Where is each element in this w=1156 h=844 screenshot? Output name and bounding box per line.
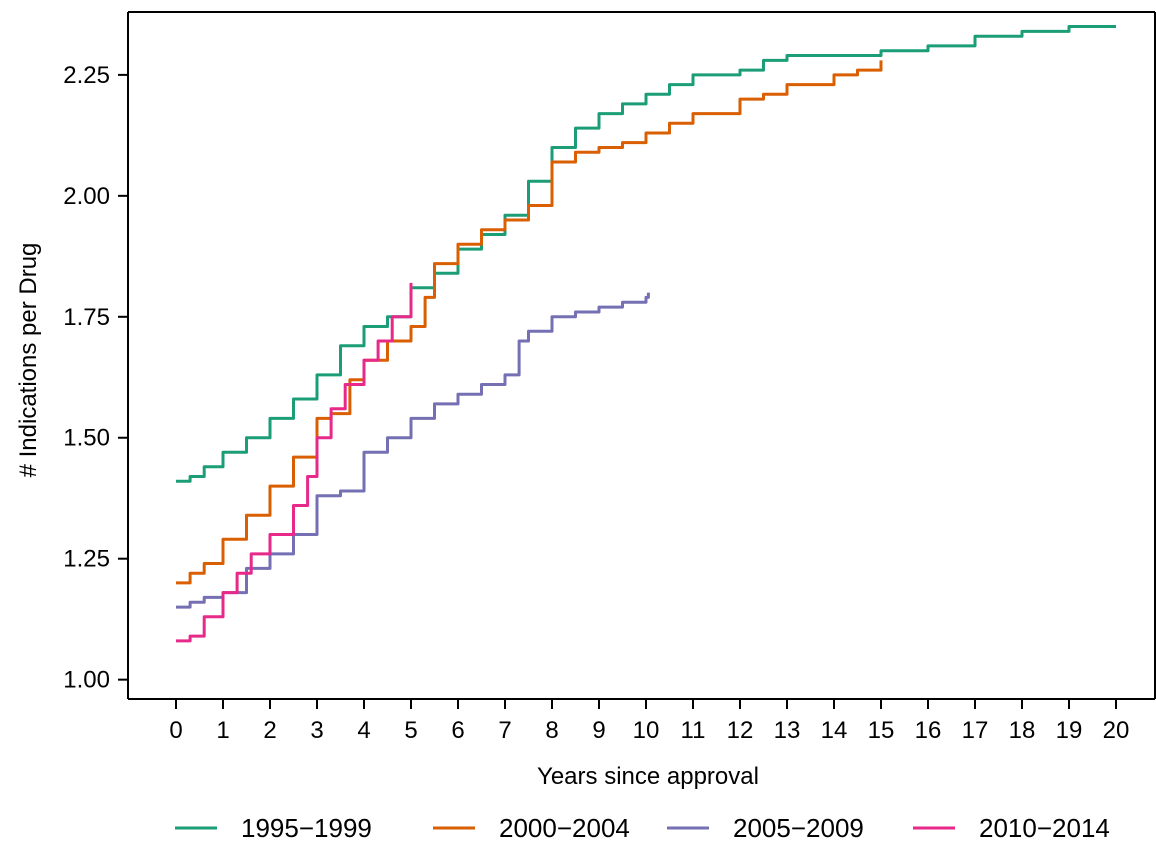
x-tick-label: 16 bbox=[915, 717, 942, 744]
x-tick-label: 3 bbox=[310, 717, 323, 744]
y-axis-title: # Indications per Drug bbox=[15, 243, 42, 478]
series-line-1 bbox=[176, 25, 1116, 483]
series-line-3 bbox=[176, 292, 650, 609]
y-tick-label: 1.00 bbox=[63, 667, 110, 694]
x-tick-label: 19 bbox=[1056, 717, 1083, 744]
x-tick-label: 13 bbox=[774, 717, 801, 744]
y-tick-label: 2.00 bbox=[63, 183, 110, 210]
legend-label: 2000−2004 bbox=[499, 813, 630, 843]
series-line-2 bbox=[176, 60, 883, 585]
x-axis: 0 1 2 3 4 5 6 7 8 9 10 11 12 13 14 15 16 17 18 19 20 bbox=[169, 699, 1129, 744]
plot-frame bbox=[127, 11, 1156, 700]
y-tick-label: 1.50 bbox=[63, 425, 110, 452]
x-tick-label: 6 bbox=[451, 717, 464, 744]
x-tick-label: 8 bbox=[545, 717, 558, 744]
x-tick-label: 14 bbox=[821, 717, 848, 744]
y-tick-label: 1.75 bbox=[63, 304, 110, 331]
x-tick-label: 1 bbox=[216, 717, 229, 744]
x-tick-label: 18 bbox=[1009, 717, 1036, 744]
x-tick-label: 5 bbox=[404, 717, 417, 744]
series-line-4 bbox=[176, 282, 413, 643]
x-tick-label: 15 bbox=[868, 717, 895, 744]
x-tick-label: 10 bbox=[633, 717, 660, 744]
y-tick-label: 2.25 bbox=[63, 62, 110, 89]
x-tick-label: 0 bbox=[169, 717, 182, 744]
legend: 1995−1999 2000−2004 2005−2009 2010−2014 bbox=[175, 813, 1110, 843]
legend-label: 1995−1999 bbox=[241, 813, 372, 843]
x-tick-label: 11 bbox=[681, 717, 706, 744]
y-tick-label: 1.25 bbox=[63, 546, 110, 573]
x-tick-label: 9 bbox=[592, 717, 605, 744]
x-tick-label: 2 bbox=[263, 717, 276, 744]
x-tick-label: 17 bbox=[962, 717, 989, 744]
x-tick-label: 20 bbox=[1103, 717, 1130, 744]
legend-label: 2010−2014 bbox=[979, 813, 1110, 843]
series-layer bbox=[176, 25, 1116, 643]
x-tick-label: 12 bbox=[727, 717, 754, 744]
x-tick-label: 7 bbox=[498, 717, 511, 744]
y-axis: 1.00 1.25 1.50 1.75 2.00 2.25 bbox=[63, 62, 128, 694]
legend-label: 2005−2009 bbox=[733, 813, 864, 843]
x-axis-title: Years since approval bbox=[537, 763, 759, 790]
x-tick-label: 4 bbox=[357, 717, 370, 744]
